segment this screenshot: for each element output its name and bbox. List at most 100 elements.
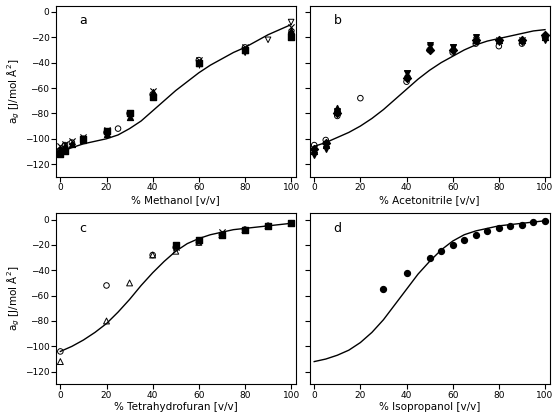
Point	[287, 220, 296, 227]
Point	[472, 36, 480, 43]
Point	[287, 19, 296, 25]
Point	[540, 34, 549, 41]
Point	[60, 148, 69, 155]
Point	[148, 252, 157, 258]
Point	[264, 36, 273, 43]
Point	[310, 152, 319, 158]
Point	[217, 232, 226, 238]
Point	[60, 142, 69, 148]
Point	[287, 34, 296, 41]
Point	[56, 358, 65, 365]
Point	[194, 59, 203, 66]
Point	[494, 36, 503, 43]
Point	[310, 145, 319, 152]
Point	[540, 31, 549, 38]
Point	[321, 145, 330, 152]
Point	[425, 44, 434, 51]
Point	[494, 225, 503, 232]
Point	[240, 226, 249, 233]
Point	[264, 222, 273, 229]
Point	[56, 348, 65, 355]
Point	[333, 109, 342, 115]
X-axis label: % Acetonitrile [v/v]: % Acetonitrile [v/v]	[379, 195, 480, 205]
Point	[264, 222, 273, 229]
Point	[472, 36, 480, 43]
Point	[310, 145, 319, 152]
Point	[517, 40, 526, 47]
Point	[287, 30, 296, 37]
Point	[425, 47, 434, 54]
Point	[194, 57, 203, 64]
Point	[79, 137, 88, 143]
Point	[425, 41, 434, 48]
Text: d: d	[334, 222, 342, 235]
Point	[67, 138, 76, 145]
Point	[310, 148, 319, 155]
Point	[148, 91, 157, 98]
Point	[194, 62, 203, 69]
Point	[402, 72, 411, 79]
Point	[102, 318, 111, 324]
Point	[356, 95, 365, 102]
Point	[125, 110, 134, 117]
Point	[102, 282, 111, 289]
Point	[67, 139, 76, 146]
Point	[125, 114, 134, 120]
Point	[494, 36, 503, 43]
Point	[217, 229, 226, 235]
Point	[102, 129, 111, 136]
X-axis label: % Tetrahydrofuran [v/v]: % Tetrahydrofuran [v/v]	[114, 403, 237, 413]
Point	[148, 87, 157, 94]
Point	[67, 140, 76, 147]
Point	[448, 47, 457, 54]
Point	[437, 248, 446, 255]
Point	[287, 220, 296, 227]
Point	[321, 139, 330, 146]
Point	[448, 242, 457, 248]
Point	[321, 140, 330, 147]
Point	[125, 110, 134, 117]
Y-axis label: a$_g$ [J/mol Å$^2$]: a$_g$ [J/mol Å$^2$]	[6, 59, 22, 124]
Point	[448, 49, 457, 56]
Point	[425, 44, 434, 51]
Point	[194, 239, 203, 246]
Point	[56, 145, 65, 152]
Point	[333, 110, 342, 117]
Point	[287, 220, 296, 227]
Point	[460, 237, 469, 243]
Point	[217, 232, 226, 238]
Point	[494, 36, 503, 43]
Point	[402, 270, 411, 276]
Point	[425, 47, 434, 54]
Point	[240, 49, 249, 56]
Text: a: a	[80, 14, 87, 27]
Point	[171, 248, 180, 255]
Point	[529, 219, 538, 225]
Point	[217, 232, 226, 238]
Point	[517, 36, 526, 43]
Point	[114, 125, 123, 132]
Point	[240, 44, 249, 51]
Point	[287, 220, 296, 227]
Point	[240, 226, 249, 233]
Point	[171, 244, 180, 251]
Point	[56, 147, 65, 153]
Point	[67, 140, 76, 147]
Point	[125, 110, 134, 117]
Point	[79, 135, 88, 142]
Point	[102, 128, 111, 135]
Point	[287, 28, 296, 34]
Point	[171, 242, 180, 248]
Point	[472, 232, 480, 238]
Point	[402, 74, 411, 81]
Point	[194, 237, 203, 243]
Point	[333, 112, 342, 119]
Point	[494, 39, 503, 46]
X-axis label: % Methanol [v/v]: % Methanol [v/v]	[132, 195, 220, 205]
Point	[472, 34, 480, 41]
Point	[240, 226, 249, 233]
Point	[321, 137, 330, 143]
Point	[402, 78, 411, 85]
Point	[517, 36, 526, 43]
Point	[240, 226, 249, 233]
